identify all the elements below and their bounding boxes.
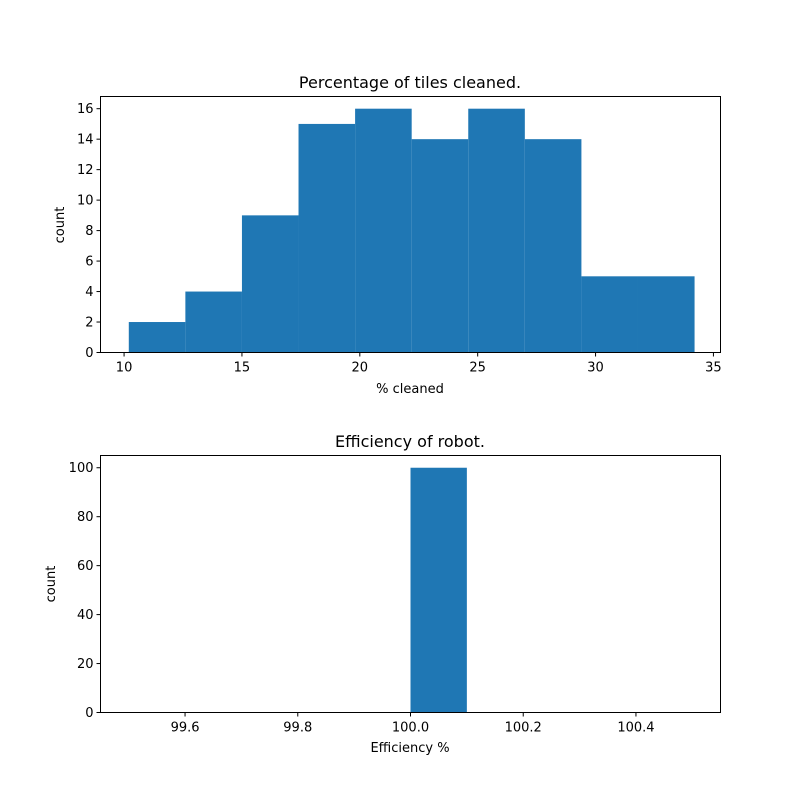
x-axis-ticks: 99.6 99.8 100.0 100.2 100.4 [171, 712, 655, 736]
histogram-bar-3 [298, 123, 356, 353]
bars [128, 108, 695, 353]
y-tick-label: 20 [77, 657, 94, 672]
y-tick-label: 2 [85, 316, 93, 331]
x-axis-label: Efficiency % [370, 741, 449, 756]
histogram-bar-2 [241, 215, 299, 353]
y-axis-ticks: 0 2 4 6 8 10 12 14 16 [77, 102, 101, 361]
x-tick-label: 20 [352, 361, 369, 376]
y-tick-label: 4 [85, 285, 93, 300]
y-tick-label: 12 [77, 163, 94, 178]
y-tick-label: 16 [77, 102, 94, 117]
y-tick-label: 80 [77, 510, 94, 525]
plot-frame [100, 96, 721, 353]
y-tick-label: 6 [85, 255, 93, 270]
plot-frame [100, 455, 721, 713]
y-axis-ticks: 0 20 40 60 80 100 [69, 461, 101, 721]
histogram-bar-8 [581, 276, 638, 353]
y-tick-label: 10 [77, 194, 94, 209]
histogram-bar-7 [524, 139, 582, 353]
x-tick-label: 25 [469, 361, 486, 376]
y-tick-label: 8 [85, 224, 93, 239]
chart-robot-efficiency: Efficiency of robot. 99.6 99.8 100.0 100.2 1… [44, 432, 721, 756]
x-tick-label: 30 [587, 361, 604, 376]
x-tick-label: 100.4 [617, 721, 654, 736]
x-tick-label: 10 [116, 361, 133, 376]
x-axis-ticks: 10 15 20 25 30 35 [116, 352, 722, 376]
y-tick-label: 100 [69, 461, 94, 476]
y-tick-label: 40 [77, 608, 94, 623]
x-tick-label: 100.0 [392, 721, 429, 736]
chart-title: Percentage of tiles cleaned. [299, 73, 521, 92]
x-tick-label: 35 [705, 361, 722, 376]
y-tick-label: 0 [85, 706, 93, 721]
histogram-bar-9 [637, 276, 695, 353]
y-axis-label: count [44, 566, 59, 603]
y-axis-label: count [53, 207, 68, 244]
x-tick-label: 99.8 [283, 721, 312, 736]
histogram-bar-0 [410, 467, 467, 713]
y-tick-label: 0 [85, 346, 93, 361]
y-tick-label: 14 [77, 133, 94, 148]
bars [410, 467, 467, 713]
chart-percentage-cleaned: Percentage of tiles cleaned. 10 15 20 25 30 3… [53, 73, 722, 397]
x-axis-label: % cleaned [376, 382, 444, 397]
histogram-bar-6 [468, 108, 525, 353]
x-tick-label: 99.6 [171, 721, 200, 736]
histogram-bar-0 [128, 322, 186, 353]
x-tick-label: 100.2 [505, 721, 542, 736]
histogram-bar-1 [185, 291, 242, 353]
histogram-bar-4 [355, 108, 412, 353]
histogram-bar-5 [411, 139, 469, 353]
x-tick-label: 15 [234, 361, 251, 376]
y-tick-label: 60 [77, 559, 94, 574]
chart-title: Efficiency of robot. [335, 432, 485, 451]
